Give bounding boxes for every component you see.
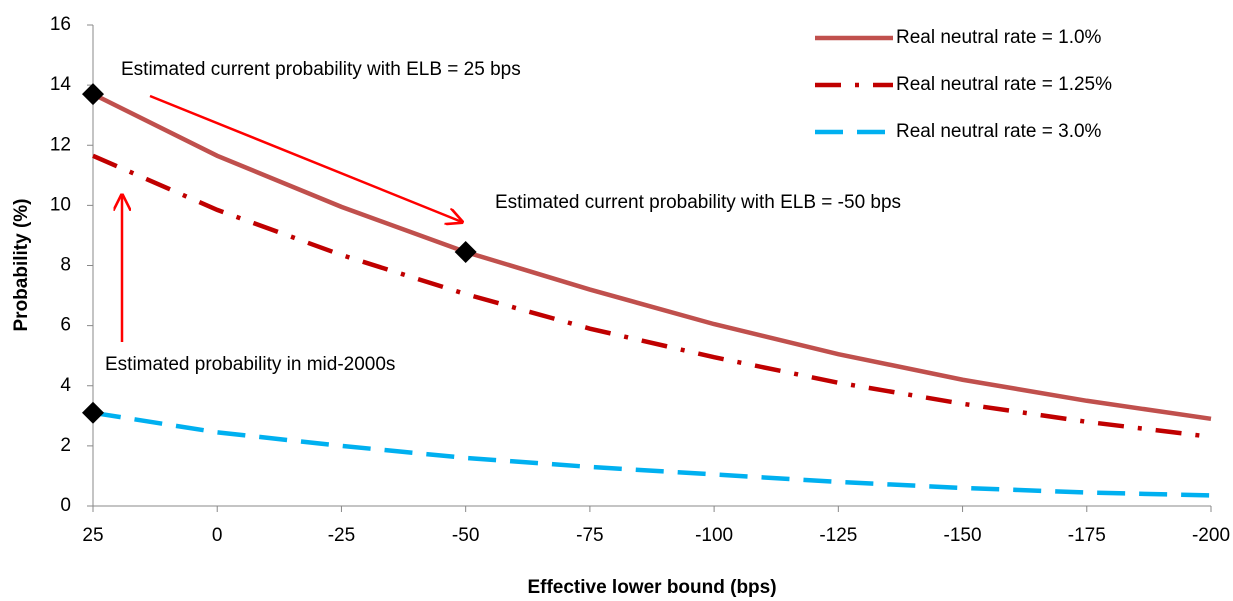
legend-label: Real neutral rate = 3.0% xyxy=(896,121,1102,142)
series-line xyxy=(92,92,1212,422)
x-tick-label: -100 xyxy=(695,525,733,546)
y-tick-label: 16 xyxy=(50,14,71,35)
x-tick-label: 0 xyxy=(212,525,223,546)
series-line xyxy=(92,410,1212,498)
legend-label: Real neutral rate = 1.0% xyxy=(896,27,1102,48)
annotation: Estimated current probability with ELB =… xyxy=(121,59,521,80)
y-tick-label: 0 xyxy=(60,495,71,516)
y-axis-title: Probability (%) xyxy=(11,198,32,331)
arrow xyxy=(149,94,462,222)
x-tick-label: -175 xyxy=(1068,525,1106,546)
y-tick-label: 4 xyxy=(60,375,71,396)
y-tick-label: 10 xyxy=(50,194,71,215)
marker xyxy=(454,240,477,263)
x-tick-label: -75 xyxy=(576,525,603,546)
x-axis-title: Effective lower bound (bps) xyxy=(527,577,776,598)
annotation: Estimated current probability with ELB =… xyxy=(495,192,901,213)
x-tick-label: -150 xyxy=(944,525,982,546)
series-line xyxy=(92,153,1212,440)
y-tick-label: 14 xyxy=(50,74,72,95)
y-tick-label: 8 xyxy=(60,255,71,276)
legend-label: Real neutral rate = 1.25% xyxy=(896,74,1112,95)
annotation: Estimated probability in mid-2000s xyxy=(105,354,395,375)
y-tick-label: 6 xyxy=(60,315,71,336)
x-tick-label: -200 xyxy=(1192,525,1230,546)
marker xyxy=(82,83,104,106)
x-tick-label: 25 xyxy=(82,525,103,546)
y-tick-label: 12 xyxy=(50,134,71,155)
x-tick-label: -125 xyxy=(819,525,857,546)
marker xyxy=(82,401,104,424)
x-tick-label: -50 xyxy=(452,525,479,546)
x-tick-label: -25 xyxy=(328,525,355,546)
y-tick-label: 2 xyxy=(60,435,71,456)
